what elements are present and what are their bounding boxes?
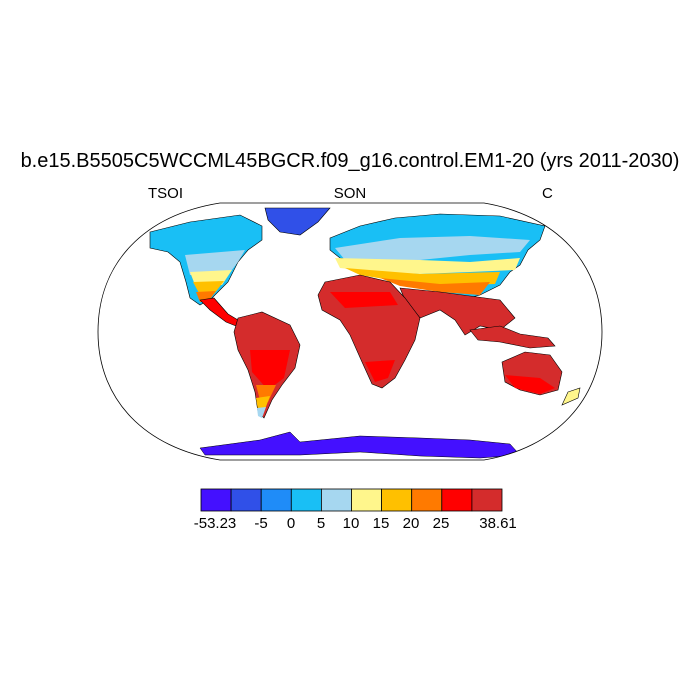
colorbar-tick-label: 5 (316, 515, 326, 532)
antarctica (199, 431, 521, 459)
colorbar-swatch (471, 488, 503, 512)
new-zealand (561, 387, 581, 406)
colorbar-swatch (351, 488, 383, 512)
colorbar-tick-label: -53.23 (193, 515, 237, 532)
colorbar-tick-label: -5 (254, 515, 268, 532)
colorbar-swatch (290, 488, 322, 512)
colorbar-tick-label: 0 (286, 515, 296, 532)
colorbar-swatch (381, 488, 413, 512)
colorbar-swatch (230, 488, 262, 512)
colorbar-swatch (441, 488, 473, 512)
colorbar-swatch (200, 488, 232, 512)
colorbar (200, 488, 503, 512)
indonesia (469, 325, 556, 349)
variable-label: TSOI (148, 185, 184, 202)
colorbar-swatch (411, 488, 443, 512)
season-label: SON (333, 185, 367, 202)
colorbar-swatch (320, 488, 352, 512)
colorbar-swatch (260, 488, 292, 512)
central-america (199, 297, 239, 327)
greenland (264, 207, 331, 236)
plot-title: b.e15.B5505C5WCCML45BGCR.f09_g16.control… (20, 150, 680, 172)
colorbar-tick-label: 15 (372, 515, 390, 532)
colorbar-tick-label: 10 (342, 515, 360, 532)
colorbar-tick-label: 38.61 (479, 515, 517, 532)
colorbar-tick-label: 20 (402, 515, 420, 532)
units-label: C (542, 185, 553, 202)
colorbar-tick-label: 25 (432, 515, 450, 532)
map-border (97, 202, 603, 461)
